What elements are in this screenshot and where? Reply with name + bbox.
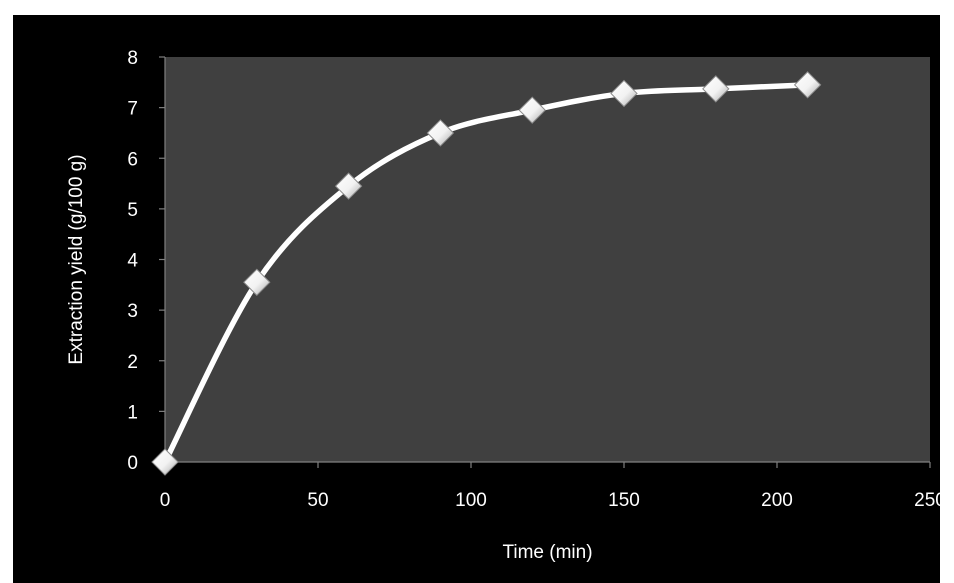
data-point-marker — [334, 172, 363, 200]
y-tick-label: 0 — [127, 453, 138, 474]
x-axis-title: Time (min) — [502, 542, 592, 563]
x-tick-label: 50 — [307, 490, 328, 511]
x-tick-label: 250 — [914, 490, 946, 511]
data-point-marker — [793, 71, 822, 99]
x-tick-label: 100 — [455, 490, 487, 511]
data-point-marker — [243, 268, 271, 296]
y-tick-label: 4 — [127, 251, 138, 272]
series — [151, 71, 822, 476]
data-point-marker — [702, 75, 730, 103]
y-tick-label: 1 — [127, 402, 138, 423]
plot-area — [165, 57, 930, 462]
data-point-marker — [426, 119, 455, 147]
data-point-marker — [610, 79, 638, 108]
data-point-marker — [151, 448, 179, 476]
y-tick-label: 5 — [127, 200, 138, 221]
y-tick-label: 8 — [127, 48, 138, 69]
y-tick-label: 3 — [127, 301, 138, 322]
y-tick-label: 2 — [127, 352, 138, 373]
data-point-marker — [518, 96, 546, 124]
y-tick-label: 7 — [127, 99, 138, 120]
y-axis-title: Extraction yield (g/100 g) — [66, 154, 87, 364]
x-tick-label: 0 — [160, 490, 171, 511]
y-tick-labels: 0 1 2 3 4 5 6 7 8 — [127, 48, 138, 474]
x-tick-label: 200 — [761, 490, 793, 511]
y-tick-label: 6 — [127, 149, 138, 170]
x-tick-label: 150 — [608, 490, 640, 511]
x-tick-labels: 0 50 100 150 200 250 — [160, 490, 946, 511]
